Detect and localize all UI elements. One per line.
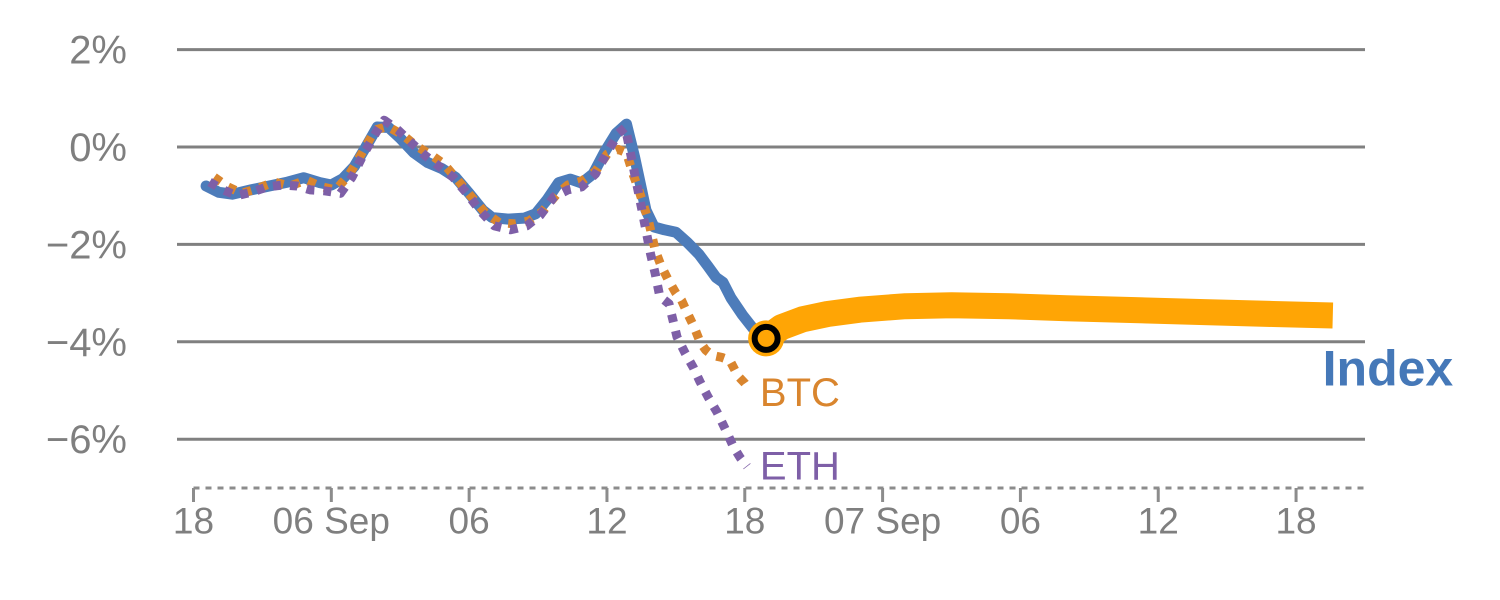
series-btc-line bbox=[211, 122, 754, 393]
x-axis-label: 18 bbox=[1275, 501, 1316, 542]
x-axis-label: 06 bbox=[1000, 501, 1041, 542]
divergence-marker bbox=[751, 323, 781, 353]
y-axis-label: 0% bbox=[69, 126, 127, 170]
x-axis-label: 06 bbox=[449, 501, 490, 542]
series-eth-line bbox=[207, 115, 751, 470]
x-axis-label: 12 bbox=[1138, 501, 1179, 542]
y-axis-label: −2% bbox=[46, 223, 127, 267]
x-axis-label: 07 Sep bbox=[824, 501, 941, 542]
x-axis-label: 18 bbox=[724, 501, 765, 542]
y-axis-label: −6% bbox=[46, 418, 127, 462]
index-label: Index bbox=[1323, 341, 1454, 397]
x-axis-label: 06 Sep bbox=[273, 501, 390, 542]
series-index-projection-line bbox=[758, 292, 1334, 349]
x-axis-label: 18 bbox=[173, 501, 214, 542]
y-axis-label: 2% bbox=[69, 29, 127, 73]
y-axis-label: −4% bbox=[46, 321, 127, 365]
btc-label: BTC bbox=[760, 371, 840, 415]
eth-label: ETH bbox=[760, 444, 840, 488]
x-axis-label: 12 bbox=[586, 501, 627, 542]
